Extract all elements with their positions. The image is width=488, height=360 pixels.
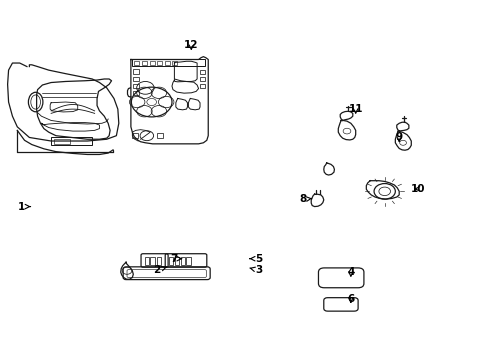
Bar (53, 139, 70, 144)
Bar (132, 59, 204, 66)
Bar (150, 257, 154, 265)
Bar (180, 257, 184, 265)
Bar (132, 133, 138, 138)
Bar (156, 257, 161, 265)
Text: 8: 8 (298, 194, 311, 204)
Text: 9: 9 (395, 132, 402, 143)
Bar (133, 69, 139, 74)
Text: 11: 11 (348, 104, 362, 114)
Bar (175, 257, 179, 265)
Text: 2: 2 (153, 265, 166, 275)
Text: 1: 1 (18, 202, 30, 212)
Bar (144, 257, 149, 265)
Bar (165, 61, 170, 65)
Text: 4: 4 (346, 267, 354, 277)
Bar (133, 84, 139, 88)
Bar (51, 138, 92, 145)
Text: 5: 5 (249, 254, 262, 264)
Text: 6: 6 (346, 294, 354, 304)
Bar (200, 70, 204, 74)
Bar (133, 91, 139, 95)
Text: 7: 7 (170, 254, 181, 264)
Bar (157, 133, 163, 138)
Bar (142, 61, 146, 65)
Bar (200, 77, 204, 81)
Bar (149, 61, 154, 65)
Bar (172, 61, 177, 65)
Text: 12: 12 (183, 40, 198, 50)
Bar (169, 257, 173, 265)
Bar (134, 61, 139, 65)
Bar (133, 77, 139, 81)
Bar (200, 84, 204, 88)
Bar (157, 61, 162, 65)
Text: 3: 3 (249, 265, 262, 275)
Bar (186, 257, 190, 265)
Text: 10: 10 (410, 184, 425, 194)
